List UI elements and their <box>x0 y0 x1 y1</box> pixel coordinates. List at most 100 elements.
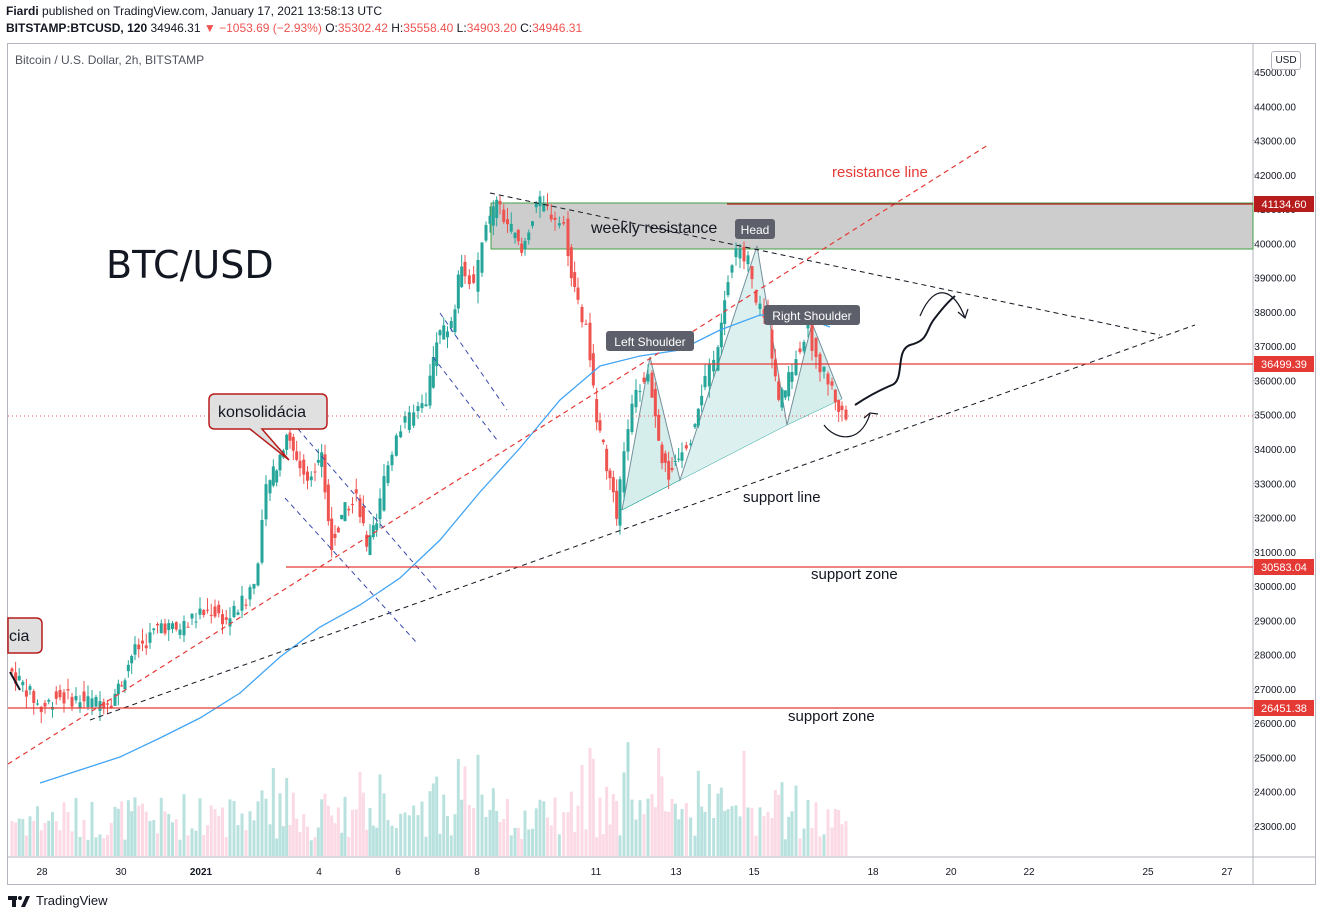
candle-body <box>798 348 802 353</box>
candle-body <box>194 621 198 623</box>
candle-body <box>646 374 650 382</box>
candle-body <box>70 696 74 707</box>
candle-body <box>182 621 186 636</box>
candle-body <box>298 460 302 469</box>
candle-body <box>24 690 28 697</box>
candle-body <box>202 610 206 616</box>
channel-line-2 <box>291 421 438 591</box>
volume-bar <box>86 839 90 856</box>
volume-bar <box>320 799 324 856</box>
candle-body <box>382 476 386 511</box>
price-tag-36499: 36499.39 <box>1254 356 1314 372</box>
consolidation-label: konsolidácia <box>218 404 306 421</box>
volume-bar <box>156 833 159 856</box>
right-shoulder-label: Right Shoulder <box>772 309 851 323</box>
x-tick-label: 11 <box>591 867 602 878</box>
volume-bar <box>716 793 720 856</box>
x-tick-label: 2021 <box>190 867 213 878</box>
volume-bar <box>700 806 704 856</box>
candle-body <box>378 498 382 520</box>
candle-body <box>442 325 446 340</box>
volume-bar <box>573 831 577 856</box>
candle-body <box>412 412 416 426</box>
volume-bar <box>650 794 654 856</box>
volume-bar <box>712 817 716 856</box>
support-zone-label-2: support zone <box>788 708 875 725</box>
volume-bar <box>538 799 542 856</box>
projection-arrow-bottom <box>823 412 879 438</box>
tradingview-logo[interactable]: TradingView <box>8 893 108 908</box>
volume-bar <box>113 806 117 856</box>
candle-body <box>428 375 432 406</box>
candle-body <box>653 388 657 417</box>
price-tag-30583: 30583.04 <box>1254 559 1314 575</box>
candle-body <box>750 266 754 280</box>
candle-body <box>456 274 460 309</box>
y-tick-label: 30000.00 <box>1254 582 1296 593</box>
volume-bar <box>822 834 826 856</box>
volume-bar <box>354 809 358 856</box>
ohlc-line: BITSTAMP:BTCUSD, 120 34946.31 ▼ −1053.69… <box>6 21 582 35</box>
candle-body <box>611 477 615 493</box>
volume-bar <box>248 811 252 856</box>
volume-bar <box>783 839 787 856</box>
candle-body <box>830 381 834 386</box>
volume-bar <box>826 809 830 856</box>
candle-body <box>814 338 818 358</box>
candle-body <box>580 306 584 323</box>
candle-body <box>630 403 634 433</box>
channel-line-1 <box>284 497 418 644</box>
volume-bar <box>480 794 484 856</box>
candle-body <box>650 372 654 398</box>
volume-bar <box>306 826 309 856</box>
volume-bar <box>794 785 798 856</box>
candle-body <box>375 523 379 531</box>
volume-bar <box>171 822 174 856</box>
candle-body <box>288 432 292 441</box>
candle-body <box>66 689 70 691</box>
volume-bar <box>209 805 213 856</box>
left-shoulder-label-box <box>606 331 694 351</box>
volume-bar <box>762 816 766 856</box>
volume-bar <box>74 797 78 856</box>
candle-body <box>47 699 51 702</box>
candle-body <box>472 274 476 283</box>
candle-body <box>840 405 844 411</box>
candle-body <box>330 518 334 551</box>
volume-bar <box>844 821 848 856</box>
candle-body <box>295 451 299 460</box>
volume-bar <box>82 819 86 856</box>
candle-body <box>316 459 320 463</box>
volume-bar <box>126 800 130 856</box>
volume-bar <box>32 820 36 856</box>
volume-bar <box>343 796 347 856</box>
volume-bar <box>244 830 248 856</box>
volume-bar <box>120 801 124 856</box>
candle-body <box>278 454 282 471</box>
candle-body <box>453 309 457 333</box>
volume-bar <box>460 799 464 856</box>
price-tag-36499-text: 36499.39 <box>1261 359 1307 371</box>
volume-bar <box>28 816 32 856</box>
candle-body <box>178 629 182 635</box>
volume-bar <box>144 811 148 856</box>
candle-body <box>689 443 693 445</box>
weekly-resistance-zone <box>490 202 1254 250</box>
volume-bar <box>584 829 588 856</box>
candle-body <box>221 614 224 625</box>
volume-bar <box>285 777 289 856</box>
volume-bar <box>232 801 236 856</box>
candle-body <box>174 622 178 630</box>
currency-button[interactable]: USD <box>1271 51 1301 70</box>
candle-body <box>622 451 626 493</box>
candle-body <box>608 470 612 479</box>
candle-body <box>513 232 517 238</box>
volume-bar <box>626 742 630 856</box>
candle-body <box>302 459 306 475</box>
volume-bar <box>476 754 480 856</box>
candle-body <box>340 514 344 520</box>
candle-body <box>680 452 684 461</box>
volume-bar <box>330 815 334 856</box>
candle-body <box>431 357 435 388</box>
volume-bar <box>520 838 524 856</box>
